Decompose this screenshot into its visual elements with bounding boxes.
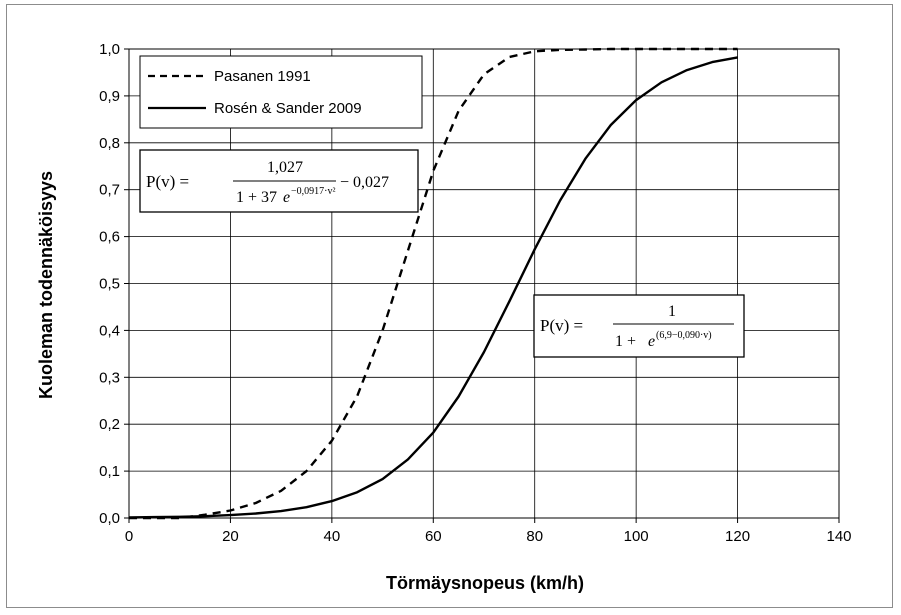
legend-label-pasanen: Pasanen 1991 [214, 68, 311, 85]
legend: Pasanen 1991 Rosén & Sander 2009 [139, 55, 423, 129]
x-tick-label: 60 [425, 528, 442, 545]
pasanen-formula-exponent: −0,0917·v² [291, 186, 335, 197]
rosen-formula-box: P(v) = 1 1 + e (6,9−0,090·v) [533, 294, 745, 358]
pasanen-formula-e: e [283, 189, 290, 206]
pasanen-formula-tail: − 0,027 [340, 174, 389, 191]
y-tick-label: 0,0 [99, 510, 120, 527]
pasanen-formula-numerator: 1,027 [267, 159, 303, 176]
series-line-rosen [128, 56, 738, 519]
x-axis: 0 20 40 60 80 100 120 140 [125, 518, 852, 545]
x-tick-label: 140 [826, 528, 851, 545]
pasanen-formula-lhs: P(v) = [146, 172, 189, 191]
y-tick-label: 0,5 [99, 276, 120, 293]
rosen-formula-exponent: (6,9−0,090·v) [656, 330, 712, 341]
rosen-formula-e: e [648, 333, 655, 350]
series-layer [128, 47, 738, 520]
y-tick-label: 0,4 [99, 322, 120, 339]
x-tick-label: 100 [624, 528, 649, 545]
y-tick-label: 0,2 [99, 416, 120, 433]
pasanen-formula-denominator: 1 + 37 [236, 189, 277, 206]
x-tick-label: 80 [526, 528, 543, 545]
x-axis-title: Törmäysnopeus (km/h) [386, 573, 584, 593]
y-axis: 0,0 0,1 0,2 0,3 0,4 0,5 0,6 0,7 0,8 0,9 1,0 [99, 41, 129, 527]
y-tick-label: 0,6 [99, 229, 120, 246]
rosen-formula-denominator: 1 + [615, 333, 636, 350]
y-tick-label: 0,8 [99, 135, 120, 152]
x-tick-label: 20 [222, 528, 239, 545]
series-line-pasanen [129, 47, 738, 520]
y-tick-label: 0,3 [99, 369, 120, 386]
y-axis-title: Kuoleman todennäköisyys [36, 171, 56, 399]
y-tick-label: 0,9 [99, 88, 120, 105]
rosen-formula-numerator: 1 [668, 303, 676, 320]
x-tick-label: 40 [324, 528, 341, 545]
rosen-formula-lhs: P(v) = [540, 316, 583, 335]
x-tick-label: 0 [125, 528, 133, 545]
x-tick-label: 120 [725, 528, 750, 545]
y-tick-label: 0,1 [99, 463, 120, 480]
y-tick-label: 1,0 [99, 41, 120, 58]
legend-label-rosen: Rosén & Sander 2009 [214, 100, 362, 117]
y-tick-label: 0,7 [99, 182, 120, 199]
pasanen-formula-box: P(v) = 1,027 1 + 37 e −0,0917·v² − 0,027 [139, 149, 419, 213]
